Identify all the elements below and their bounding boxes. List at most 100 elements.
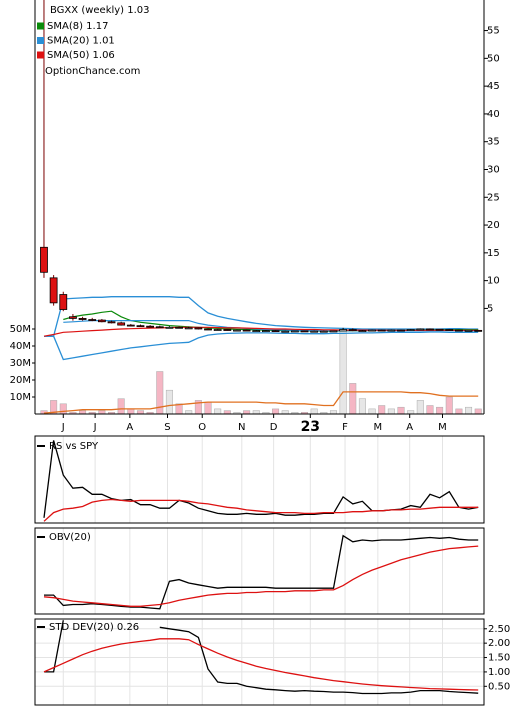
- x-tick-label: A: [126, 422, 133, 433]
- x-tick-label: O: [198, 422, 206, 433]
- indicator-line: [44, 620, 479, 695]
- y-tick-label: 30: [487, 164, 500, 175]
- candle-body: [184, 327, 193, 330]
- candle-body: [397, 329, 405, 332]
- volume-bar: [98, 410, 106, 415]
- lower-band-line: [44, 331, 479, 361]
- data-layer: [40, 0, 483, 695]
- volume-bar: [368, 408, 376, 415]
- candle-body: [194, 327, 203, 330]
- candle-body: [59, 294, 68, 310]
- candle-body: [97, 319, 106, 323]
- candle-body: [329, 330, 338, 333]
- x-tick-label: M: [438, 422, 447, 433]
- candle-body: [406, 329, 415, 331]
- y2-tick-label: 30M: [10, 358, 31, 369]
- obv-panel-border: [34, 527, 485, 615]
- candle-body: [233, 329, 241, 332]
- volume-bar: [407, 410, 415, 415]
- legend-swatch: [37, 51, 44, 59]
- candle-body: [339, 329, 348, 332]
- candle-body: [107, 321, 116, 324]
- volume-bar: [59, 403, 67, 415]
- volume-bar: [436, 406, 444, 415]
- x-tick-label: M: [374, 422, 383, 433]
- legend-swatch: [37, 37, 44, 44]
- y-tick-label: 55: [487, 26, 500, 37]
- sma-line: [43, 326, 479, 337]
- x-tick-label: F: [342, 422, 348, 433]
- y2-tick-label: 40M: [10, 341, 31, 352]
- candle-body: [146, 325, 155, 328]
- y2-tick-label: 50M: [10, 324, 31, 335]
- y-tick-label: 15: [487, 248, 500, 259]
- volume-bar: [272, 408, 280, 415]
- volume-bar: [281, 410, 289, 415]
- candle-body: [49, 277, 58, 304]
- y-tick-label: 1.00: [488, 667, 510, 678]
- y2-tick-label: 10M: [10, 392, 31, 403]
- indicator-line: [44, 534, 479, 610]
- volume-bar: [252, 410, 260, 415]
- volume-bar: [223, 410, 231, 415]
- chart-title: BGXX (weekly) 1.03: [50, 5, 150, 16]
- source-label: OptionChance.com: [45, 66, 140, 77]
- indicator-line: [43, 440, 479, 518]
- volume-bar: [358, 398, 366, 415]
- y-tick-label: 2.50: [488, 624, 510, 635]
- legend-swatch: [37, 22, 44, 30]
- y-tick-label: 50: [487, 53, 500, 64]
- candle-body: [300, 330, 309, 333]
- candle-body: [310, 330, 319, 333]
- candle-body: [426, 328, 434, 331]
- y-tick-label: 25: [487, 192, 500, 203]
- y-tick-label: 35: [487, 137, 500, 148]
- volume-bar: [136, 410, 144, 415]
- candle-body: [204, 328, 212, 331]
- candle-body: [387, 329, 396, 332]
- candle-body: [464, 329, 473, 332]
- volume-bar: [243, 410, 251, 415]
- volume-bar: [349, 383, 357, 415]
- volume-bar: [204, 401, 212, 415]
- volume-bar: [426, 405, 434, 415]
- candle-body: [445, 329, 454, 331]
- volume-bar: [185, 410, 193, 415]
- candle-body: [377, 329, 386, 332]
- y-tick-label: 45: [487, 81, 500, 92]
- candle-body: [223, 329, 232, 331]
- panel-title: RS vs SPY: [49, 441, 99, 452]
- candle-body: [455, 329, 463, 332]
- x-tick-label: A: [406, 422, 413, 433]
- y-tick-label: 1.50: [488, 653, 510, 664]
- volume-bar: [474, 408, 482, 415]
- indicator-line: [43, 638, 479, 691]
- volume-bar: [387, 408, 395, 415]
- candle-body: [474, 329, 483, 332]
- y2-tick-label: 20M: [10, 375, 31, 386]
- candle-body: [88, 319, 97, 321]
- std-panel-border: [34, 618, 485, 706]
- y-tick-label: 2.00: [488, 638, 510, 649]
- grid-layer: [35, 436, 484, 705]
- volume-bar: [445, 396, 453, 415]
- axes-layer: BGXX (weekly) 1.03 OptionChance.com RS v…: [10, 0, 510, 706]
- volume-bar: [127, 408, 135, 415]
- volume-bar: [165, 389, 173, 415]
- volume-ma-line: [43, 391, 479, 414]
- y-tick-label: 40: [487, 109, 500, 120]
- volume-bar: [455, 408, 463, 415]
- y-tick-label: 0.50: [488, 681, 510, 692]
- upper-band-line: [44, 296, 479, 337]
- candle-body: [262, 330, 270, 333]
- candle-body: [69, 316, 77, 319]
- panel-title: STD DEV(20) 0.26: [49, 622, 139, 633]
- rs-panel-border: [34, 435, 485, 524]
- volume-bar: [397, 406, 405, 415]
- candle-body: [165, 326, 174, 329]
- candle-body: [348, 329, 357, 332]
- candle-body: [136, 325, 145, 328]
- volume-bar: [117, 398, 125, 415]
- candle-body: [78, 318, 87, 320]
